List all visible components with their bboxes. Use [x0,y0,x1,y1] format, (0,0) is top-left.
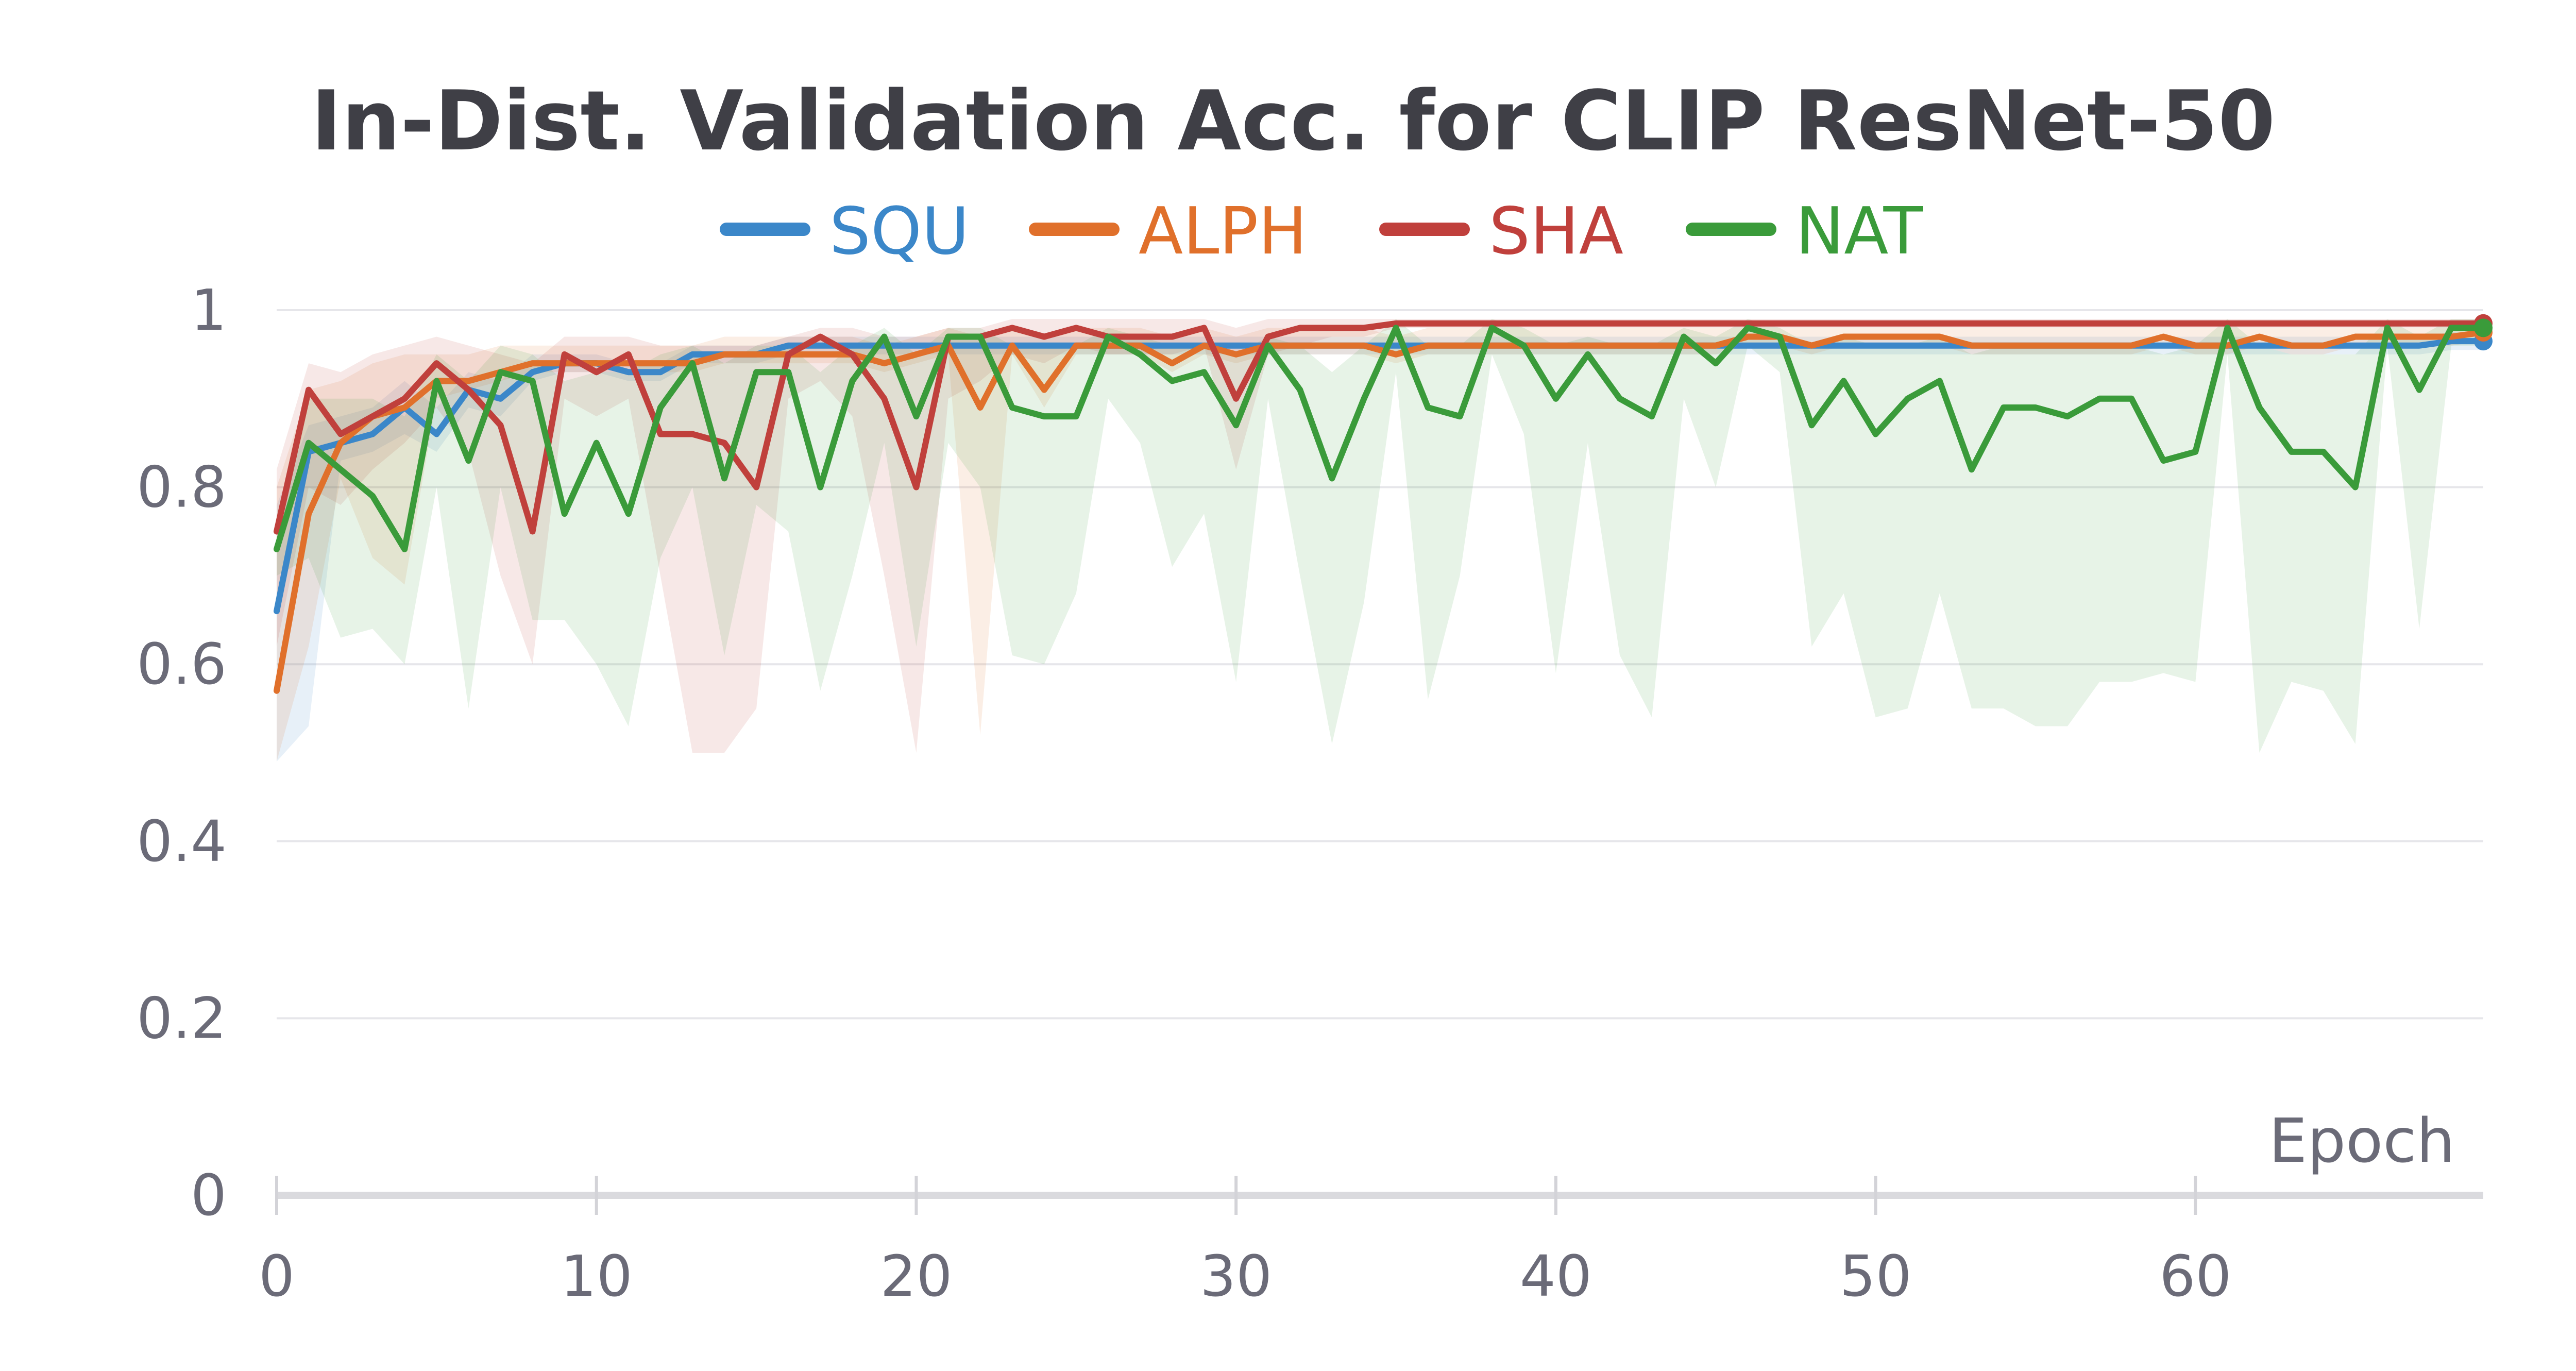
axes: 00.20.40.60.810 10 20 30 40 50 60 [137,277,2483,1309]
x-tick-label: 60 [2159,1243,2231,1309]
x-tick-label: 30 [1200,1243,1272,1309]
series-endpoint-nat[interactable] [2474,318,2493,337]
x-tick-label: 20 [880,1243,952,1309]
series-line-alph[interactable] [274,329,2486,694]
band-alph [277,323,2483,762]
legend: SQU ALPH SHA NAT [720,193,1924,269]
confidence-bands [277,319,2483,762]
grid [277,309,2483,1020]
x-tick-label: 40 [1520,1243,1592,1309]
legend-label-nat[interactable]: NAT [1795,193,1924,269]
y-tick-label: 0.2 [137,985,227,1051]
y-tick-label: 1 [191,277,227,343]
x-tick-label: 50 [1840,1243,1912,1309]
series-line-sha[interactable] [274,320,2486,535]
legend-label-squ[interactable]: SQU [829,193,969,269]
y-tick-label: 0.4 [137,808,227,874]
y-tick-label: 0 [191,1162,227,1228]
legend-label-alph[interactable]: ALPH [1139,193,1307,269]
series-lines [274,314,2493,694]
series-line-nat[interactable] [274,325,2486,552]
band-nat [277,319,2483,753]
x-tick-label: 0 [259,1243,295,1309]
y-tick-label: 0.6 [137,631,227,697]
legend-label-sha[interactable]: SHA [1489,193,1623,269]
x-axis-title: Epoch [2269,1105,2455,1176]
x-tick-label: 10 [561,1243,633,1309]
band-sha [277,319,2483,753]
y-tick-label: 0.8 [137,454,227,520]
chart-title: In-Dist. Validation Acc. for CLIP ResNet… [311,73,2276,169]
